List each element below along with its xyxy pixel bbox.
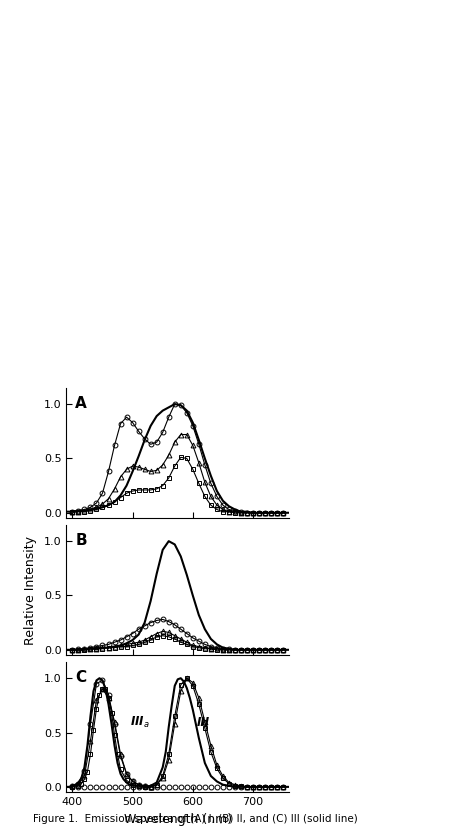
Text: III: III [197,716,210,729]
Text: Figure 1.  Emission spectra of (A) I, (B) II, and (C) III (solid line): Figure 1. Emission spectra of (A) I, (B)… [33,814,358,824]
Text: III$_a$: III$_a$ [130,715,150,730]
Text: C: C [75,670,86,685]
X-axis label: Wavelength (nm): Wavelength (nm) [124,812,232,826]
Text: B: B [75,533,87,548]
Y-axis label: Relative Intensity: Relative Intensity [24,535,37,645]
Text: A: A [75,395,87,410]
